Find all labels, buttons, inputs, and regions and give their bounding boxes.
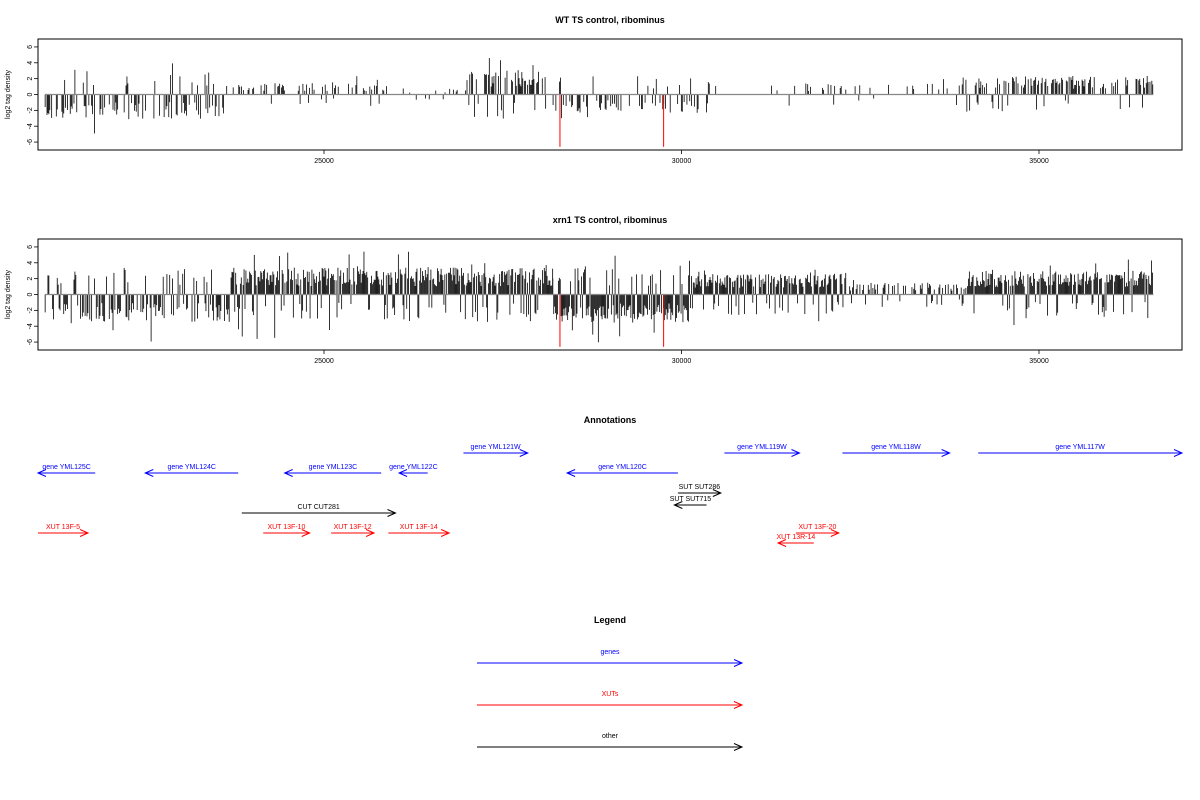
- annotation-gene: gene YML123C: [283, 464, 382, 477]
- arrow-head: [1173, 449, 1184, 457]
- annotation-track: gene YML125C gene YML124C gene YML123C gene…: [36, 444, 1184, 547]
- arrow-head: [733, 701, 744, 709]
- annotation-gene: gene YML122C: [389, 464, 438, 477]
- arrow-head: [387, 509, 397, 517]
- annotation-xut: XUT 13R-14: [776, 534, 816, 547]
- annotation-label: gene YML122C: [389, 464, 438, 471]
- y-axis-label: log2 tag density: [5, 269, 12, 319]
- legend-title: Legend: [594, 615, 626, 625]
- y-tick-label: -4: [27, 123, 34, 129]
- arrow-head: [733, 659, 744, 667]
- annotation-label: XUT 13R-14: [777, 534, 816, 541]
- annotation-label: gene YML124C: [167, 464, 216, 471]
- annotation-xut: XUT 13F-12: [331, 524, 376, 537]
- annotation-label: gene YML123C: [309, 464, 358, 471]
- y-tick-label: -6: [27, 339, 34, 345]
- annotation-label: CUT CUT281: [297, 504, 339, 511]
- legend-label: other: [602, 733, 619, 740]
- arrow-head: [397, 469, 408, 477]
- x-tick-label: 35000: [1029, 358, 1049, 365]
- y-tick-label: -2: [27, 107, 34, 113]
- annotation-gene: gene YML121W: [463, 444, 530, 457]
- arrow-head: [565, 469, 576, 477]
- y-tick-label: -4: [27, 323, 34, 329]
- arrow-head: [733, 743, 744, 751]
- annotation-other: SUT SUT286: [677, 484, 723, 497]
- annotation-label: gene YML121W: [471, 444, 521, 451]
- arrow-head: [791, 449, 801, 457]
- legend-label: XUTs: [602, 691, 619, 698]
- legend: genes XUTs other: [477, 649, 744, 751]
- y-tick-label: 4: [27, 261, 34, 265]
- signal-bars: [44, 251, 1153, 343]
- y-tick-label: 0: [27, 292, 34, 296]
- y-tick-label: 6: [27, 245, 34, 249]
- arrow-head: [36, 469, 47, 477]
- arrow-head: [776, 539, 787, 547]
- annotation-gene: gene YML117W: [978, 444, 1184, 457]
- y-axis-label: log2 tag density: [5, 69, 12, 119]
- arrow-head: [830, 529, 841, 537]
- arrow-head: [144, 469, 154, 477]
- x-tick-label: 25000: [314, 158, 334, 165]
- y-tick-label: 2: [27, 277, 34, 281]
- annotation-label: gene YML125C: [42, 464, 91, 471]
- signal-bars: [44, 58, 1154, 134]
- arrow-head: [79, 529, 90, 537]
- arrow-head: [673, 501, 683, 509]
- x-tick-label: 30000: [672, 358, 692, 365]
- xrn1-panel-title: xrn1 TS control, ribominus: [553, 215, 668, 225]
- annotation-gene: gene YML120C: [565, 464, 678, 477]
- y-tick-label: 0: [27, 92, 34, 96]
- wt-panel-title: WT TS control, ribominus: [555, 15, 665, 25]
- legend-item-gene: genes: [477, 649, 744, 667]
- arrow-head: [519, 449, 530, 457]
- y-tick-label: -2: [27, 307, 34, 313]
- annotation-gene: gene YML124C: [144, 464, 239, 477]
- annotation-xut: XUT 13F-10: [263, 524, 311, 537]
- annotation-label: gene YML118W: [871, 444, 921, 451]
- arrow-head: [365, 529, 376, 537]
- arrow-head: [301, 529, 311, 537]
- y-tick-label: 4: [27, 61, 34, 65]
- annotation-label: SUT SUT286: [679, 484, 721, 491]
- y-tick-label: 2: [27, 77, 34, 81]
- x-tick-label: 35000: [1029, 158, 1049, 165]
- legend-label: genes: [600, 649, 620, 656]
- arrow-head: [712, 489, 723, 497]
- annotation-label: gene YML119W: [737, 444, 787, 451]
- annotation-gene: gene YML125C: [36, 464, 96, 477]
- annotation-label: XUT 13F-12: [334, 524, 372, 531]
- legend-item-other: other: [477, 733, 744, 751]
- annotation-xut: XUT 13F-14: [388, 524, 451, 537]
- y-tick-label: 6: [27, 45, 34, 49]
- xrn1-signal-panel: -6 -4 -2 0 2 4 6 log2 tag density 25000 30000 3500…: [5, 238, 1183, 365]
- legend-item-xut: XUTs: [477, 691, 744, 709]
- x-tick-label: 30000: [672, 158, 692, 165]
- annotation-xut: XUT 13F-5: [38, 524, 90, 537]
- annotation-gene: gene YML119W: [724, 444, 801, 457]
- annotation-label: SUT SUT715: [670, 496, 712, 503]
- arrow-head: [283, 469, 293, 477]
- annotation-label: XUT 13F-14: [400, 524, 438, 531]
- y-tick-label: -6: [27, 139, 34, 145]
- annotations-title: Annotations: [584, 415, 637, 425]
- annotation-label: gene YML117W: [1055, 444, 1105, 451]
- annotation-label: gene YML120C: [598, 464, 647, 471]
- annotation-other: SUT SUT715: [670, 496, 712, 509]
- annotation-gene: gene YML118W: [842, 444, 951, 457]
- x-tick-label: 25000: [314, 358, 334, 365]
- arrow-head: [941, 449, 951, 457]
- annotation-other: CUT CUT281: [241, 504, 397, 517]
- wt-signal-panel: -6 -4 -2 0 2 4 6 log2 tag density 25000 30000 3500…: [5, 38, 1183, 165]
- annotation-label: XUT 13F-10: [267, 524, 305, 531]
- arrow-head: [440, 529, 451, 537]
- annotation-label: XUT 13F-5: [46, 524, 80, 531]
- annotation-xut: XUT 13F-20: [795, 524, 841, 537]
- annotation-label: XUT 13F-20: [798, 524, 836, 531]
